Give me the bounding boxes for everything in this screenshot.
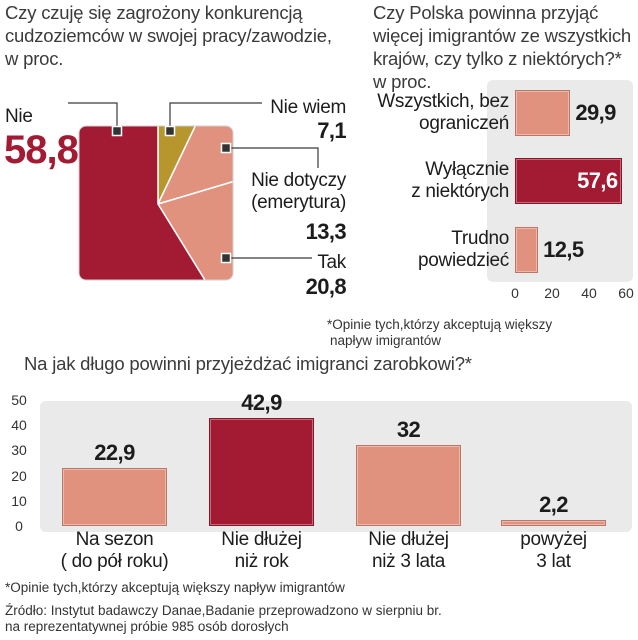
vbar-category-do-3-lat: Nie dłużej niż 3 lata — [338, 529, 479, 573]
hbar-category-line: powiedzieć — [418, 250, 509, 271]
vbar-bar-na-sezon — [62, 468, 167, 526]
vbar-category-do-roku: Nie dłużej niż rok — [191, 529, 332, 573]
pie-value-nie-wiem: 7,1 — [317, 118, 346, 143]
vbar-category-line: ( do pół roku) — [60, 551, 169, 572]
hbar-category-line: ograniczeń — [419, 113, 509, 134]
hbar-category-line: Trudno — [451, 228, 509, 249]
hbar-title-line-3: krajów, czy tylko z niektórych?* — [373, 48, 622, 69]
vbar-category-line: powyżej — [520, 529, 587, 550]
hbar-footnote-line-1: *Opinie tych,którzy akceptują większy — [327, 317, 553, 332]
vbar-footnote: *Opinie tych,którzy akceptują większy na… — [5, 580, 345, 595]
pie-value-nie: 58,8 — [4, 128, 79, 172]
hbar-title-line-1: Czy Polska powinna przyjąć — [373, 2, 599, 23]
pie-label-nie-dotyczy-line-2: (emerytura) — [251, 192, 346, 213]
vbar-y-tick: 0 — [15, 518, 23, 534]
vbar-category-powyzej-3-lat: powyżej 3 lat — [483, 529, 624, 573]
pie-slices — [79, 126, 233, 280]
hbar-bar-trudno — [515, 227, 539, 273]
hbar-chart-title: Czy Polska powinna przyjąć więcej imigra… — [373, 1, 631, 93]
pie-title-line-1: Czy czuję się zagrożony konkurencją — [5, 2, 303, 23]
hbar-x-tick: 40 — [581, 285, 597, 301]
source-line-2: na reprezentatywnej próbie 985 osób doro… — [5, 619, 289, 634]
pie-chart-title: Czy czuję się zagrożony konkurencją cudz… — [5, 1, 332, 70]
vbar-category-line: niż 3 lata — [371, 551, 446, 572]
vbar-category-na-sezon: Na sezon ( do pół roku) — [44, 529, 185, 573]
hbar-category-trudno: Trudno powiedzieć — [418, 228, 509, 272]
hbar-title-line-2: więcej imigrantów ze wszystkich — [373, 25, 632, 46]
leader-line-nie-dotyczy — [226, 147, 319, 168]
pie-chart — [78, 125, 234, 281]
vbar-chart-title: Na jak długo powinni przyjeżdżać imigran… — [24, 353, 472, 374]
vbar-category-line: niż rok — [234, 551, 289, 572]
vbar-bar-do-3-lat — [356, 445, 461, 526]
hbar-x-tick: 0 — [511, 285, 519, 301]
hbar-value-wszystkich: 29,9 — [575, 100, 616, 125]
vbar-bar-do-roku — [209, 417, 314, 526]
pie-title-line-2: cudzoziemców w swojej pracy/zawodzie, — [5, 25, 332, 46]
vbar-value-na-sezon: 22,9 — [94, 440, 135, 466]
vbar-bar-powyzej-3-lat — [501, 520, 606, 526]
hbar-value-trudno: 12,5 — [543, 237, 584, 262]
hbar-title-unit: w proc. — [373, 71, 432, 92]
vbar-value-do-roku: 42,9 — [241, 389, 282, 415]
hbar-x-tick: 60 — [618, 285, 634, 301]
pie-label-tak: Tak — [317, 252, 346, 273]
pie-label-nie-dotyczy: Nie dotyczy (emerytura) — [251, 170, 346, 214]
vbar-value-do-3-lat: 32 — [396, 417, 421, 443]
hbar-bar-wszystkich — [515, 90, 571, 136]
pie-label-nie-dotyczy-line-1: Nie dotyczy — [251, 170, 346, 191]
source-note: Źródło: Instytut badawczy Danae,Badanie … — [5, 603, 442, 635]
pie-label-nie-wiem: Nie wiem — [270, 97, 346, 118]
hbar-category-line: Wyłącznie — [425, 159, 509, 180]
vbar-category-line: Nie dłużej — [368, 529, 449, 550]
vbar-value-powyzej-3-lat: 2,2 — [539, 492, 568, 518]
vbar-y-tick: 40 — [11, 417, 27, 434]
vbar-category-line: 3 lat — [536, 551, 571, 572]
pie-value-nie-dotyczy: 13,3 — [305, 219, 347, 244]
pie-frame — [78, 125, 234, 281]
pie-slice-nie-wiem — [157, 126, 220, 205]
pie-slice-tak — [156, 163, 233, 280]
hbar-category-line: Wszystkich, bez — [377, 91, 509, 112]
hbar-footnote: *Opinie tych,którzy akceptują większy na… — [327, 317, 552, 349]
pie-label-nie: Nie — [5, 106, 33, 127]
hbar-footnote-line-2: napływ imigrantów — [330, 333, 442, 348]
pie-slice-nie-dotyczy — [156, 126, 233, 206]
pie-title-unit: w proc. — [5, 48, 64, 69]
pie-value-tak: 20,8 — [305, 274, 347, 299]
vbar-y-tick: 10 — [11, 492, 27, 509]
vbar-y-tick: 20 — [11, 467, 27, 484]
vbar-category-line: Na sezon — [75, 529, 154, 550]
hbar-category-wszystkich: Wszystkich, bez ograniczeń — [377, 91, 509, 135]
source-line-1: Źródło: Instytut badawczy Danae,Badanie … — [5, 603, 442, 618]
hbar-category-wylacznie: Wyłącznie z niektórych — [411, 159, 509, 203]
pie-slice-nie — [79, 126, 233, 280]
hbar-bar-wylacznie — [515, 158, 622, 204]
hbar-category-line: z niektórych — [411, 181, 509, 202]
vbar-y-tick: 50 — [11, 392, 27, 408]
vbar-category-line: Nie dłużej — [221, 529, 302, 550]
vbar-y-tick: 30 — [11, 442, 27, 459]
hbar-x-tick: 20 — [544, 285, 560, 301]
hbar-value-wylacznie: 57,6 — [577, 168, 618, 193]
